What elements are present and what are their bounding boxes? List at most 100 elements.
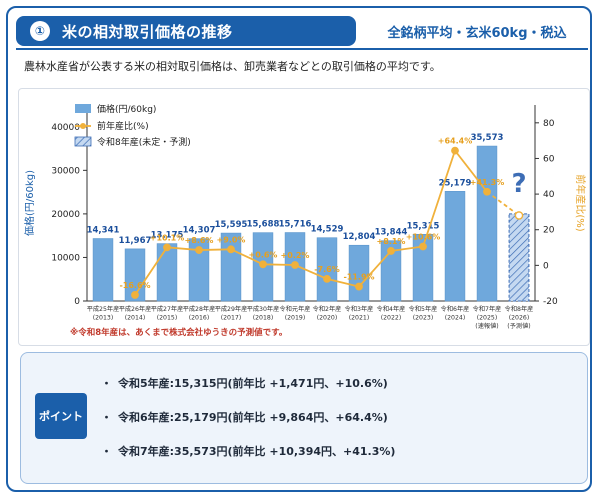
price-value-label: 14,529 xyxy=(311,225,344,235)
price-value-label: 15,716 xyxy=(279,220,312,230)
y-right-tick-label: -20 xyxy=(543,297,558,307)
legend-forecast-label: 令和8年産(未定・予測) xyxy=(97,136,191,148)
yoy-value-label: +10.6% xyxy=(406,232,440,241)
x-tick-label: (予測値) xyxy=(507,322,530,330)
question-mark-icon: ? xyxy=(511,169,526,199)
x-tick-label: 令和5年産 xyxy=(409,305,438,313)
yoy-line xyxy=(134,148,488,296)
page-title: 米の相対取引価格の推移 xyxy=(62,22,233,41)
yoy-value-label: +8.6% xyxy=(185,236,214,245)
price-value-label: 15,595 xyxy=(215,220,248,230)
price-value-label: 11,967 xyxy=(119,236,152,246)
price-value-label: 15,688 xyxy=(247,220,280,230)
description-text: 農林水産省が公表する米の相対取引価格は、卸売業者などとの取引価格の平均です。 xyxy=(24,60,441,73)
x-tick-label: (2014) xyxy=(125,315,146,322)
point-text: 令和7年産:35,573円(前年比 +10,394円、+41.3%) xyxy=(118,445,396,458)
x-tick-label: (2022) xyxy=(381,315,402,322)
price-bar xyxy=(412,233,434,302)
price-value-label: 15,315 xyxy=(407,221,440,231)
x-tick-label: 令和2年産 xyxy=(313,305,342,313)
price-bar xyxy=(156,243,178,302)
price-value-label: 25,179 xyxy=(439,178,472,188)
points-badge: ポイント xyxy=(35,393,87,439)
yoy-point xyxy=(323,275,331,283)
price-bar xyxy=(476,145,498,302)
price-bar xyxy=(316,237,338,302)
x-tick-label: (2024) xyxy=(445,315,466,322)
legend-yoy-swatch-dot xyxy=(80,123,86,129)
x-tick-label: 令和4年産 xyxy=(377,305,406,313)
x-tick-label: (2021) xyxy=(349,315,370,322)
yoy-value-label: +41.3% xyxy=(470,178,504,187)
x-tick-label: (2023) xyxy=(413,315,434,322)
x-tick-label: (2025) xyxy=(477,315,498,322)
yoy-value-label: +8.1% xyxy=(377,237,406,246)
x-tick-label: (速報値) xyxy=(475,322,498,330)
price-chart: 0 10000 20000 30000 40000 -20 0 20 40 60 80 価格(円/60… xyxy=(23,103,587,330)
x-tick-label: (2020) xyxy=(317,315,338,322)
yoy-value-label: -16.6% xyxy=(119,281,150,290)
yoy-value-label: +10.1% xyxy=(150,233,184,242)
yoy-point xyxy=(195,246,203,254)
legend-price-label: 価格(円/60kg) xyxy=(97,103,156,115)
y-tick-label: 10000 xyxy=(51,253,80,263)
x-tick-label: 平成28年産 xyxy=(183,305,216,313)
legend-yoy-label: 前年産比(%) xyxy=(97,120,149,132)
y-right-tick-label: 20 xyxy=(543,226,555,236)
price-bar xyxy=(348,244,370,302)
y-tick-label: 20000 xyxy=(51,210,80,220)
y-tick-label: 0 xyxy=(74,297,80,307)
yoy-forecast-point xyxy=(514,211,524,220)
yoy-value-label: -7.6% xyxy=(314,265,340,274)
price-value-label: 13,175 xyxy=(151,231,184,241)
title-bar: ① 米の相対取引価格の推移 xyxy=(16,16,356,46)
x-tick-label: (2018) xyxy=(253,315,274,322)
point-item: ・令和7年産:35,573円(前年比 +10,394円、+41.3%) xyxy=(101,443,395,459)
yoy-value-label: -11.9% xyxy=(343,273,374,282)
yoy-point xyxy=(483,187,491,196)
x-tick-label: 平成30年産 xyxy=(247,305,280,313)
price-value-label: 35,573 xyxy=(471,133,504,143)
yoy-point xyxy=(259,260,267,269)
yoy-value-label: +0.6% xyxy=(249,250,278,259)
price-bar xyxy=(444,191,466,302)
point-text: 令和6年産:25,179円(前年比 +9,864円、+64.4%) xyxy=(118,411,388,424)
point-text: 令和5年産:15,315円(前年比 +1,471円、+10.6%) xyxy=(118,377,388,390)
point-item: ・令和5年産:15,315円(前年比 +1,471円、+10.6%) xyxy=(101,375,388,391)
x-tick-label: 令和7年産 xyxy=(473,305,502,313)
yoy-value-label: +0.2% xyxy=(281,251,310,260)
x-tick-label: 令和3年産 xyxy=(345,305,374,313)
legend-price-swatch xyxy=(75,104,91,113)
x-tick-label: 令和8年産 xyxy=(505,305,534,313)
yoy-point xyxy=(131,291,139,299)
page-subtitle: 全銘柄平均・玄米60kg・税込 xyxy=(387,25,567,41)
points-panel: ポイント ・令和5年産:15,315円(前年比 +1,471円、+10.6%) … xyxy=(20,352,588,484)
y-right-tick-label: 0 xyxy=(543,261,549,271)
yoy-point xyxy=(451,146,459,155)
x-tick-label: 平成25年産 xyxy=(87,305,120,313)
header-divider xyxy=(16,48,588,50)
x-tick-label: 令和元年産 xyxy=(280,305,311,313)
forecast-note: ※令和8年産は、あくまで株式会社ゆうきの予測値です。 xyxy=(70,328,288,338)
chart-panel: 0 10000 20000 30000 40000 -20 0 20 40 60 80 価格(円/60… xyxy=(18,88,590,346)
section-number-badge: ① xyxy=(30,21,50,41)
y-right-tick-label: 80 xyxy=(543,119,555,129)
forecast-bar xyxy=(508,213,530,302)
price-value-label: 13,844 xyxy=(375,228,408,238)
legend-forecast-swatch xyxy=(74,136,92,147)
y-tick-label: 40000 xyxy=(51,123,80,133)
x-tick-label: (2015) xyxy=(157,315,178,322)
y-tick-label: 30000 xyxy=(51,166,80,176)
point-item: ・令和6年産:25,179円(前年比 +9,864円、+64.4%) xyxy=(101,409,388,425)
price-bar xyxy=(188,238,210,302)
bullet-icon: ・ xyxy=(101,377,112,390)
price-bar xyxy=(92,238,114,302)
x-tick-label: 平成29年産 xyxy=(215,305,248,313)
x-tick-label: (2013) xyxy=(93,315,114,322)
x-tick-label: (2019) xyxy=(285,315,306,322)
y-right-axis-title: 前年産比(%) xyxy=(574,174,587,231)
price-value-label: 12,804 xyxy=(343,232,376,242)
yoy-point xyxy=(163,243,171,252)
yoy-point xyxy=(227,245,235,254)
yoy-value-label: +9.0% xyxy=(217,235,246,244)
